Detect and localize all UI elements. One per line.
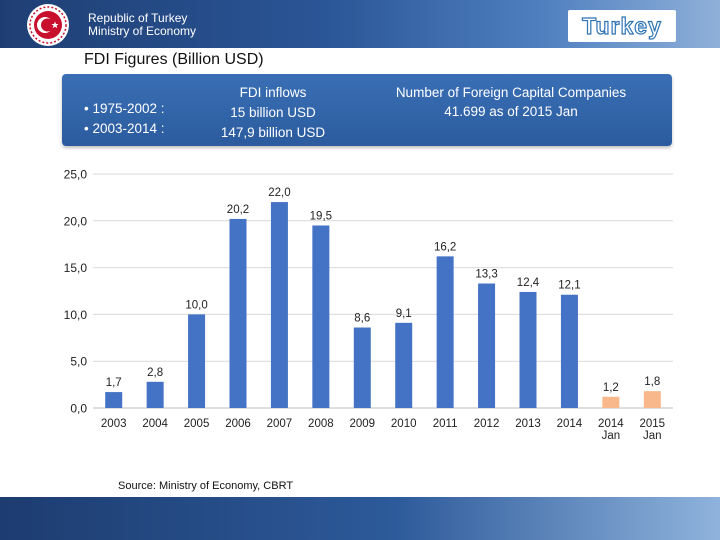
fdi-bar-chart: 0,0 5,0 10,0 15,0 20,0 25,0 1,7 2003 2,8 2004 10,0…: [64, 168, 673, 442]
data-label: 9,1: [396, 308, 412, 320]
data-label: 12,1: [558, 280, 580, 292]
x-tick-label: 2010: [391, 418, 417, 430]
data-label: 12,4: [517, 277, 540, 289]
x-tick-label: 2004: [142, 418, 168, 430]
y-tick-label: 0,0: [70, 402, 87, 416]
data-label: 1,2: [603, 382, 619, 394]
foreign-companies-column: Number of Foreign Capital Companies 41.6…: [362, 83, 660, 121]
x-tick-label: Jan: [643, 430, 662, 442]
y-tick-label: 15,0: [64, 261, 88, 275]
x-tick-label: 2013: [515, 418, 541, 430]
fdi-inflows-column: FDI inflows 15 billion USD 147,9 billion…: [206, 83, 340, 143]
fdi-info-panel: • 1975-2002 : • 2003-2014 : FDI inflows …: [62, 74, 672, 146]
bar: [436, 256, 454, 408]
bar: [270, 202, 288, 408]
ministry-name: Republic of Turkey Ministry of Economy: [88, 12, 196, 38]
data-label: 16,2: [434, 241, 456, 253]
x-tick-label: 2014: [598, 418, 624, 430]
bar: [560, 294, 578, 408]
period-2003-2014: • 2003-2014 :: [84, 121, 165, 136]
bar: [602, 396, 620, 408]
x-tick-label: 2015: [639, 418, 665, 430]
data-label: 1,8: [644, 376, 660, 388]
companies-header: Number of Foreign Capital Companies: [395, 85, 627, 100]
ministry-line-1: Republic of Turkey: [88, 11, 188, 25]
bar: [146, 381, 164, 408]
bar: [105, 392, 123, 408]
bar: [519, 291, 537, 408]
ministry-emblem-icon: [27, 4, 69, 46]
inflows-value-2: 147,9 billion USD: [220, 125, 326, 140]
x-tick-label: 2014: [557, 418, 583, 430]
x-tick-label: 2011: [433, 418, 458, 430]
bar: [478, 283, 496, 408]
x-tick-label: 2006: [225, 418, 251, 430]
period-1975-2002: • 1975-2002 :: [84, 101, 165, 116]
title-strip: [0, 48, 720, 72]
data-label: 10,0: [185, 299, 207, 311]
data-label: 19,5: [310, 210, 332, 222]
data-label: 1,7: [106, 377, 122, 389]
period-list: • 1975-2002 : • 2003-2014 :: [84, 99, 165, 139]
page-title: FDI Figures (Billion USD): [84, 51, 264, 68]
x-tick-label: 2007: [267, 418, 293, 430]
inflows-value-1: 15 billion USD: [230, 105, 316, 120]
x-tick-label: Jan: [602, 430, 621, 442]
data-label: 22,0: [268, 187, 290, 199]
y-tick-label: 10,0: [64, 308, 88, 322]
bar: [229, 218, 247, 408]
brand-text: Turkey: [582, 12, 662, 39]
companies-value: 41.699 as of 2015 Jan: [444, 104, 578, 119]
bar: [188, 314, 206, 408]
x-tick-label: 2012: [474, 418, 500, 430]
inflows-header: FDI inflows: [239, 85, 307, 100]
x-tick-label: 2009: [349, 418, 375, 430]
y-tick-label: 5,0: [70, 355, 87, 369]
x-tick-label: 2005: [184, 418, 210, 430]
bar: [395, 322, 413, 408]
x-tick-label: 2008: [308, 418, 334, 430]
bar: [643, 391, 661, 408]
y-tick-label: 25,0: [64, 168, 88, 182]
header-banner: Republic of Turkey Ministry of Economy T…: [0, 0, 720, 48]
source-note: Source: Ministry of Economy, CBRT: [118, 480, 294, 492]
bar: [312, 225, 330, 408]
footer-banner: [0, 497, 720, 540]
turkey-brand-logo: Turkey: [568, 10, 676, 42]
data-label: 13,3: [475, 269, 497, 281]
ministry-line-2: Ministry of Economy: [88, 24, 197, 38]
data-label: 8,6: [354, 313, 370, 325]
data-label: 20,2: [227, 204, 249, 216]
data-label: 2,8: [147, 367, 163, 379]
y-tick-label: 20,0: [64, 214, 88, 228]
x-tick-label: 2003: [101, 418, 127, 430]
bar: [353, 327, 371, 408]
